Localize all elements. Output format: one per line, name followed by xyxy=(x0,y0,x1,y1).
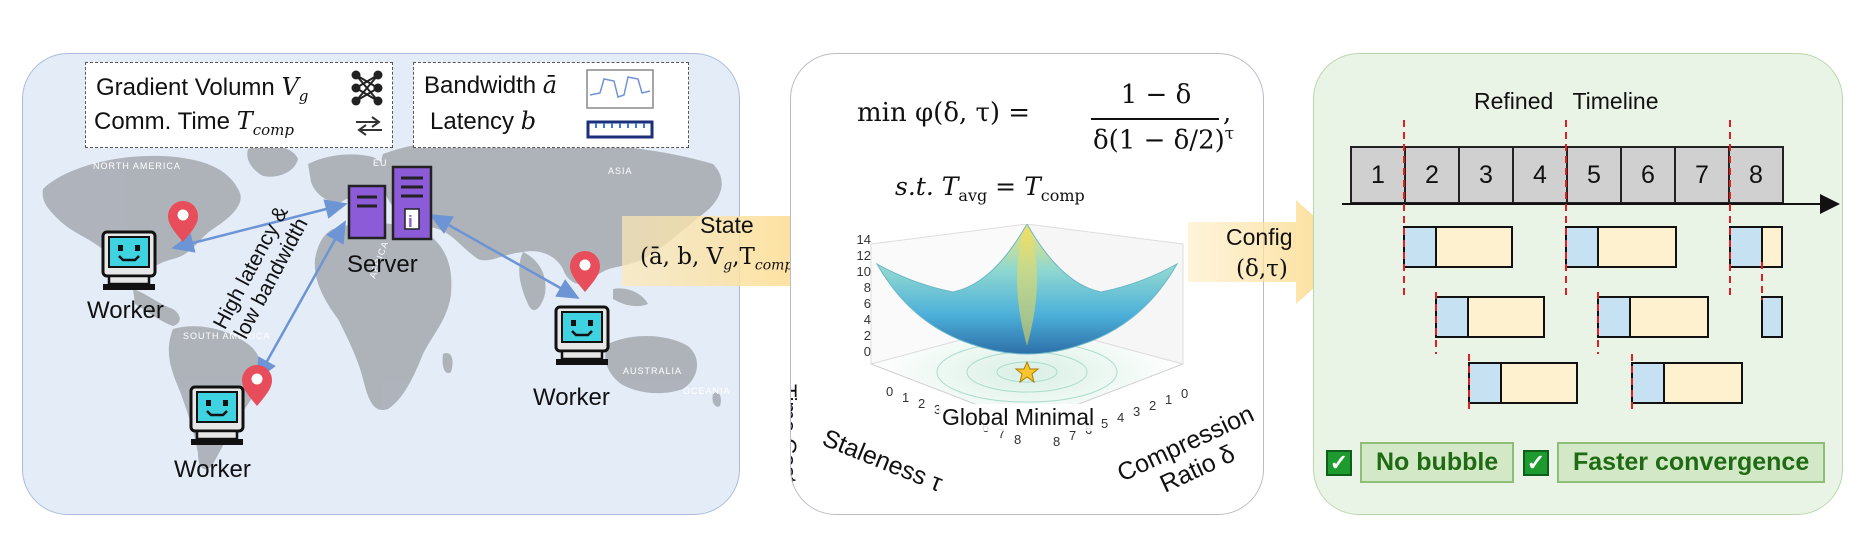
bandwidth-chart-icon xyxy=(586,69,654,109)
no-bubble-badge: ✓ No bubble xyxy=(1326,442,1515,483)
timeline-cell-5: 5 xyxy=(1566,146,1622,204)
map-label-north-america: NORTH AMERICA xyxy=(93,161,181,171)
link-server-worker2 xyxy=(256,220,346,381)
worker-computer-icon xyxy=(554,305,610,365)
bandwidth-label: Bandwidth ā xyxy=(424,71,558,99)
state-tuple: (ā, b, Vg,Tcomp) xyxy=(640,244,802,274)
map-label-europe: EU xyxy=(373,158,388,168)
bandwidth-info-box: Bandwidth ā Latency b xyxy=(413,62,689,148)
timeline-blocks xyxy=(1342,120,1840,354)
worker-label-2: Worker xyxy=(533,384,610,411)
map-label-south-america: SOUTH AMERICA xyxy=(183,331,271,341)
gradient-info-box: Gradient Volumn Vg Comm. Time Tcomp xyxy=(85,62,393,148)
timeline-cell-2: 2 xyxy=(1404,146,1460,204)
network-graph-icon xyxy=(351,70,383,106)
server-label: Server xyxy=(347,251,418,278)
worker-computer-icon xyxy=(189,385,245,445)
compute-block xyxy=(1435,226,1513,268)
gradient-volume-label: Gradient Volumn Vg xyxy=(96,73,309,105)
location-pin-icon xyxy=(168,201,198,242)
map-label-australia: AUSTRALIA xyxy=(623,366,682,376)
comm-block xyxy=(1597,296,1631,338)
compute-block xyxy=(1663,362,1743,404)
comm-block xyxy=(1468,362,1502,404)
timeline-cell-1: 1 xyxy=(1350,146,1406,204)
faster-convergence-badge: ✓ Faster convergence xyxy=(1523,442,1826,483)
compute-block xyxy=(1761,226,1783,268)
compute-block xyxy=(1597,226,1677,268)
worker-label-3: Worker xyxy=(174,456,251,483)
optimization-panel: min φ(δ, τ) = 1 − δ δ(1 − δ/2)τ , s.t. T… xyxy=(790,53,1264,515)
state-label: State xyxy=(700,212,754,238)
comm-time-label: Comm. Time Tcomp xyxy=(94,107,294,139)
network-map-panel: NORTH AMERICA SOUTH AMERICA AFRICA ASIA … xyxy=(22,53,740,515)
timeline-title: Refined Timeline xyxy=(1474,88,1659,114)
link-server-worker3 xyxy=(429,214,580,299)
timeline-blocks-row3 xyxy=(1468,354,1743,412)
z-axis-label: Time Cost xyxy=(790,384,801,484)
z-axis-ticks: 14 12 10 8 6 4 2 0 xyxy=(856,232,871,359)
location-pin-icon xyxy=(570,251,600,292)
compute-block xyxy=(1629,296,1709,338)
global-minimal-label: Global Minimal xyxy=(939,404,1098,431)
config-tuple: (δ,τ) xyxy=(1236,256,1288,282)
config-label: Config xyxy=(1226,224,1293,250)
constraint-formula: s.t. Tavg = Tcomp xyxy=(895,172,1085,205)
worker-computer-icon xyxy=(101,230,157,290)
global-minimum-star-icon xyxy=(1014,360,1040,384)
compute-block xyxy=(1467,296,1545,338)
comm-block xyxy=(1761,296,1783,338)
time-cost-surface-plot xyxy=(869,224,1185,425)
worker-label-1: Worker xyxy=(87,297,164,324)
comm-block xyxy=(1435,296,1469,338)
objective-formula: min φ(δ, τ) = xyxy=(857,98,1031,128)
formula-numerator: 1 − δ xyxy=(1120,80,1192,110)
comm-block xyxy=(1565,226,1599,268)
latency-ruler-icon xyxy=(586,120,654,139)
formula-comma: , xyxy=(1223,98,1232,128)
checkmark-icon: ✓ xyxy=(1326,449,1352,476)
fraction-bar xyxy=(1091,118,1219,120)
latency-label: Latency b xyxy=(430,107,537,135)
timeline-cell-7: 7 xyxy=(1674,146,1730,204)
config-arrow xyxy=(1188,200,1354,304)
formula-denominator: δ(1 − δ/2)τ xyxy=(1093,124,1235,156)
map-label-oceania: OCEANIA xyxy=(683,386,731,396)
comm-block xyxy=(1403,226,1437,268)
compute-block xyxy=(1500,362,1578,404)
checkmark-icon: ✓ xyxy=(1523,449,1549,476)
comm-block xyxy=(1729,226,1763,268)
map-label-asia: ASIA xyxy=(608,166,633,176)
refined-timeline-panel: Refined Timeline 1 2 3 4 5 6 7 8 xyxy=(1313,53,1843,515)
comm-block xyxy=(1631,362,1665,404)
server-icon: i xyxy=(347,165,433,241)
location-pin-icon xyxy=(242,365,272,406)
exchange-arrows-icon xyxy=(356,116,382,136)
svg-text:i: i xyxy=(408,212,413,231)
